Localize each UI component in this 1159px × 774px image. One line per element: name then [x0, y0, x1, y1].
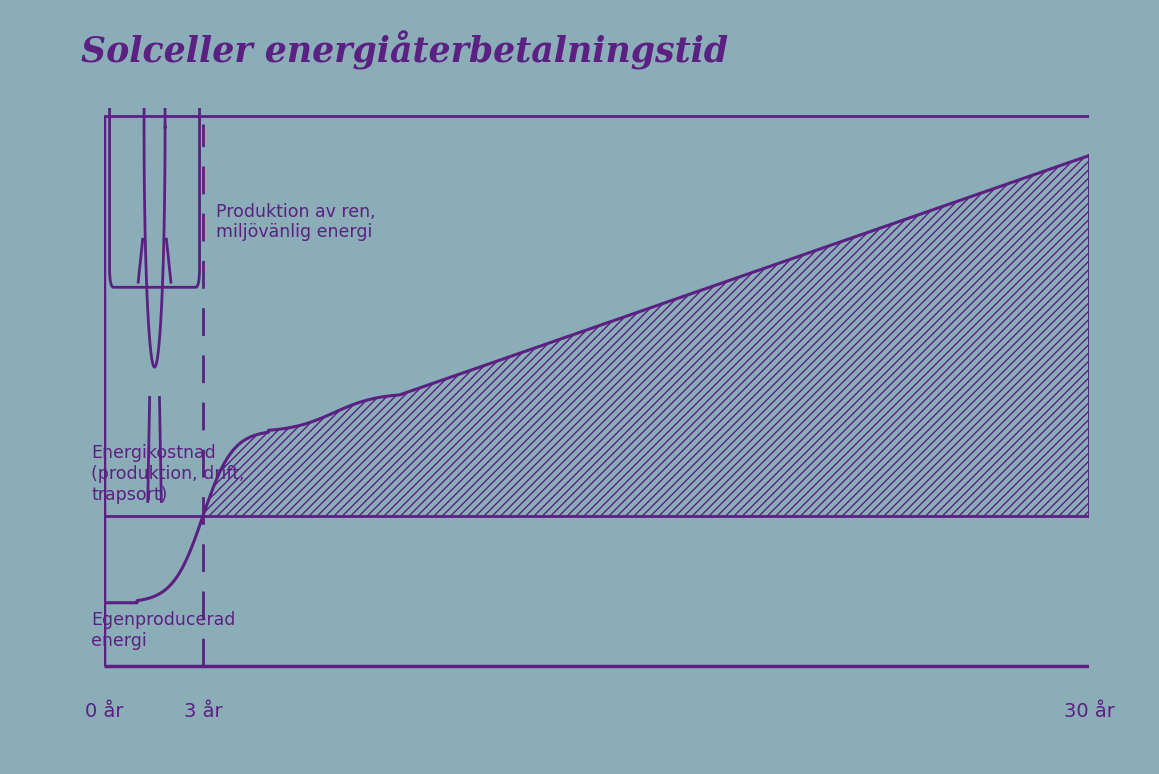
- Text: 3 år: 3 år: [183, 701, 223, 721]
- Text: Solceller energiåterbetalningstid: Solceller energiåterbetalningstid: [81, 31, 728, 70]
- FancyBboxPatch shape: [110, 0, 199, 287]
- Text: Energikostnad
(produktion, drift,
trapsort): Energikostnad (produktion, drift, trapso…: [92, 444, 245, 504]
- Text: Produktion av ren,
miljövänlig energi: Produktion av ren, miljövänlig energi: [216, 203, 376, 241]
- Text: 30 år: 30 år: [1064, 701, 1115, 721]
- Text: 0 år: 0 år: [85, 701, 124, 721]
- Text: Egenproducerad
energi: Egenproducerad energi: [92, 611, 235, 650]
